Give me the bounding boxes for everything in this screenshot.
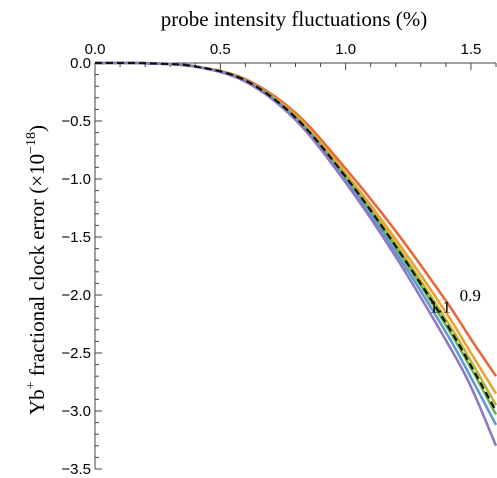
y-tick-label: 0.0 — [70, 55, 91, 72]
y-tick-label: −2.0 — [61, 287, 91, 304]
x-tick-label: 0.0 — [85, 41, 106, 58]
axes: 0.0 0.5 1.0 1.5 0.0 −0.5 −1.0 −1.5 −2.0 −2.5 −3.0 −… — [61, 41, 497, 478]
y-tick-label: −1.5 — [61, 229, 91, 246]
x-axis-title: probe intensity fluctuations (%) — [161, 7, 428, 31]
annotations: 0.9 1.1 — [430, 286, 481, 317]
curve-annotation: 1.1 — [430, 297, 451, 316]
y-axis-title-middle: fractional clock error (×10 — [25, 154, 49, 382]
y-axis-title-superscript-exponent: −18 — [24, 132, 39, 154]
series-line-6 — [95, 61, 497, 447]
y-tick-label: −3.0 — [61, 403, 91, 420]
series-line-1 — [95, 61, 497, 377]
series-line-dashed — [95, 61, 497, 412]
y-tick-label: −1.0 — [61, 171, 91, 188]
y-axis-title-group: Yb+ fractional clock error (×10−18) — [24, 125, 49, 415]
y-axis-title-main: Yb — [25, 389, 49, 415]
y-axis-title-superscript-ion: + — [24, 381, 39, 389]
y-tick-label: −2.5 — [61, 345, 91, 362]
y-axis-title: Yb+ fractional clock error (×10−18) — [24, 125, 49, 415]
curve-annotation: 0.9 — [460, 286, 481, 305]
y-axis-title-end: ) — [25, 125, 49, 132]
x-tick-label: 1.5 — [461, 41, 482, 58]
plot-lines — [95, 61, 497, 447]
y-tick-label: −3.5 — [61, 461, 91, 478]
y-tick-label: −0.5 — [61, 113, 91, 130]
x-tick-label: 1.0 — [335, 41, 356, 58]
x-tick-label: 0.5 — [210, 41, 231, 58]
